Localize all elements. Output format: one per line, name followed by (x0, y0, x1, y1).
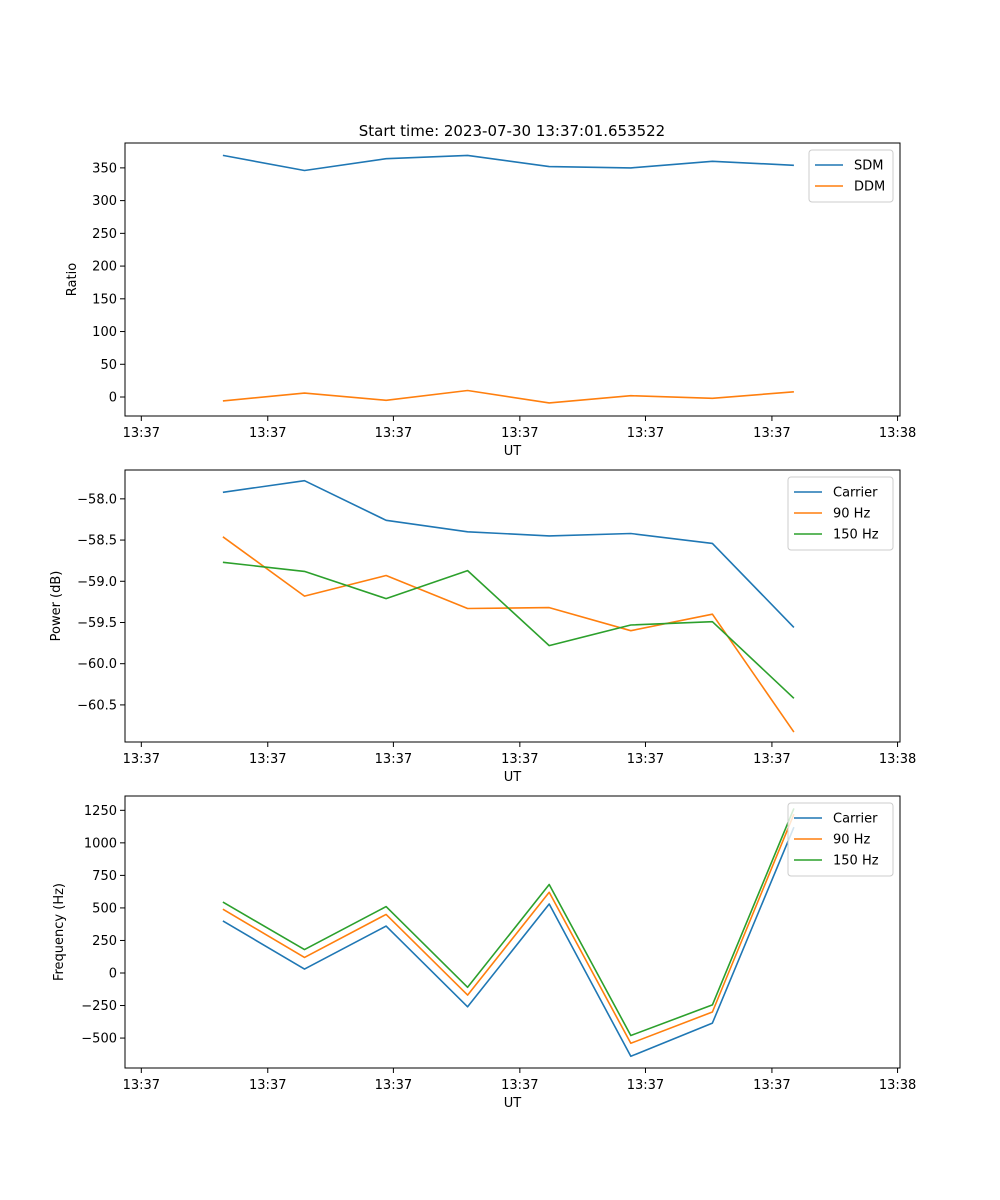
y-tick-label: 250 (92, 227, 117, 242)
x-tick-label: 13:37 (123, 1078, 160, 1093)
legend: Carrier 90 Hz 150 Hz (787, 802, 894, 877)
y-tick-label: 100 (92, 325, 117, 340)
x-axis-label: UT (504, 444, 522, 459)
x-tick-label: 13:37 (753, 426, 790, 441)
y-tick-label: −60.0 (77, 657, 117, 672)
series-line-carrier (222, 479, 795, 628)
legend-box (787, 802, 894, 877)
x-tick-label: 13:37 (627, 426, 664, 441)
y-tick-label: −59.5 (77, 616, 117, 631)
series-line-150-hz (222, 808, 795, 1037)
x-tick-label: 13:37 (123, 752, 160, 767)
y-axis-label: Power (dB) (49, 571, 64, 642)
x-tick-label: 13:37 (249, 752, 286, 767)
legend-label: Carrier (833, 812, 878, 827)
x-tick-label: 13:37 (249, 426, 286, 441)
x-tick-label: 13:37 (123, 426, 160, 441)
x-tick-label: 13:38 (879, 752, 916, 767)
x-tick-label: 13:37 (753, 752, 790, 767)
y-tick-label: 1000 (84, 836, 117, 851)
legend-label: 90 Hz (833, 507, 870, 522)
y-tick-label: 1250 (84, 804, 117, 819)
chart-panel-2: 13:37 13:37 13:37 13:37 13:37 13:37 13:38 −58.0… (49, 469, 916, 785)
legend-label: 150 Hz (833, 528, 879, 543)
series-line-carrier (222, 826, 795, 1058)
legend-label: 150 Hz (833, 854, 879, 869)
x-tick-label: 13:37 (627, 1078, 664, 1093)
legend-box (808, 149, 894, 203)
y-axis-label: Frequency (Hz) (52, 883, 67, 981)
y-tick-label: −500 (81, 1032, 117, 1047)
x-tick-label: 13:37 (627, 752, 664, 767)
legend: Carrier 90 Hz 150 Hz (787, 476, 894, 551)
y-tick-label: −59.0 (77, 575, 117, 590)
y-tick-label: 500 (92, 901, 117, 916)
plot-area-frame (124, 469, 901, 743)
legend-label: Carrier (833, 486, 878, 501)
x-tick-label: 13:38 (879, 1078, 916, 1093)
x-tick-label: 13:38 (879, 426, 916, 441)
x-tick-label: 13:37 (375, 1078, 412, 1093)
x-tick-label: 13:37 (375, 752, 412, 767)
legend-label: DDM (854, 180, 885, 195)
y-tick-label: 750 (92, 869, 117, 884)
series-line-150-hz (222, 561, 795, 699)
y-tick-label: 250 (92, 934, 117, 949)
legend-label: SDM (854, 159, 883, 174)
chart-panel-3: 13:37 13:37 13:37 13:37 13:37 13:37 13:38 −500 −… (52, 795, 916, 1111)
x-tick-label: 13:37 (501, 1078, 538, 1093)
series-line-sdm (222, 154, 794, 172)
chart-panel-1: 13:37 13:37 13:37 13:37 13:37 13:37 13:38 0 50 10… (65, 142, 916, 459)
x-tick-label: 13:37 (501, 752, 538, 767)
x-axis-label: UT (504, 1096, 522, 1111)
x-tick-label: 13:37 (249, 1078, 286, 1093)
x-tick-label: 13:37 (753, 1078, 790, 1093)
plot-area-frame (124, 142, 901, 417)
series-line-ddm (222, 389, 794, 404)
y-tick-label: 0 (109, 966, 117, 981)
y-axis-label: Ratio (65, 263, 80, 296)
x-tick-label: 13:37 (375, 426, 412, 441)
x-tick-label: 13:37 (501, 426, 538, 441)
y-tick-label: −58.0 (77, 492, 117, 507)
y-tick-label: 200 (92, 260, 117, 275)
series-line-90-hz (222, 813, 795, 1045)
y-tick-label: 150 (92, 292, 117, 307)
plot-area-frame (124, 795, 901, 1069)
y-tick-label: 300 (92, 194, 117, 209)
y-tick-label: −58.5 (77, 534, 117, 549)
y-tick-label: 0 (109, 391, 117, 406)
y-tick-label: 50 (100, 358, 117, 373)
figure-title: Start time: 2023-07-30 13:37:01.653522 (359, 122, 665, 140)
y-tick-label: 350 (92, 161, 117, 176)
series-line-90-hz (222, 536, 795, 733)
legend-box (787, 476, 894, 551)
x-axis-label: UT (504, 770, 522, 785)
y-tick-label: −250 (81, 999, 117, 1014)
legend-label: 90 Hz (833, 833, 870, 848)
y-tick-label: −60.5 (77, 698, 117, 713)
legend: SDM DDM (808, 149, 894, 203)
